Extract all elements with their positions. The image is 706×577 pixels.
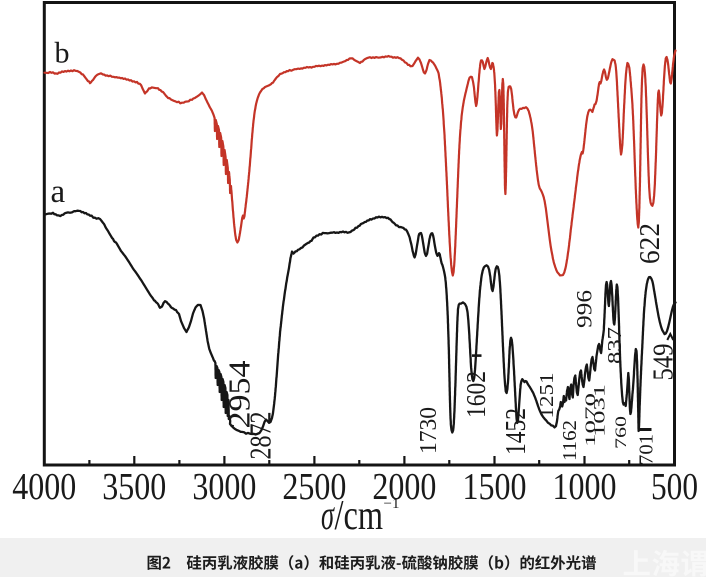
svg-text:701: 701: [636, 434, 658, 465]
svg-text:2872: 2872: [243, 412, 278, 460]
svg-text:1452: 1452: [500, 408, 532, 455]
svg-text:3000: 3000: [192, 466, 256, 508]
svg-text:2954: 2954: [222, 360, 257, 429]
svg-text:/cm: /cm: [335, 493, 384, 539]
svg-text:760: 760: [613, 416, 630, 449]
svg-text:996: 996: [572, 290, 597, 328]
svg-text:1000: 1000: [553, 466, 617, 508]
svg-text:837: 837: [604, 327, 626, 364]
svg-text:622: 622: [635, 223, 666, 264]
svg-text:1162: 1162: [559, 420, 581, 461]
svg-text:4000: 4000: [12, 466, 76, 508]
svg-text:−1: −1: [384, 496, 400, 512]
svg-text:2000: 2000: [372, 466, 436, 508]
svg-text:1251: 1251: [536, 373, 558, 419]
svg-text:3500: 3500: [102, 466, 166, 508]
svg-text:σ: σ: [321, 493, 335, 539]
svg-text:a: a: [51, 174, 66, 210]
svg-text:1500: 1500: [463, 466, 527, 508]
svg-text:549: 549: [649, 344, 680, 381]
svg-text:1730: 1730: [416, 407, 442, 454]
svg-text:1031: 1031: [592, 384, 609, 437]
svg-text:1602: 1602: [461, 371, 491, 418]
svg-text:2500: 2500: [282, 466, 346, 508]
svg-text:1070: 1070: [583, 393, 599, 447]
svg-text:b: b: [55, 37, 70, 70]
svg-text:500: 500: [651, 466, 698, 508]
